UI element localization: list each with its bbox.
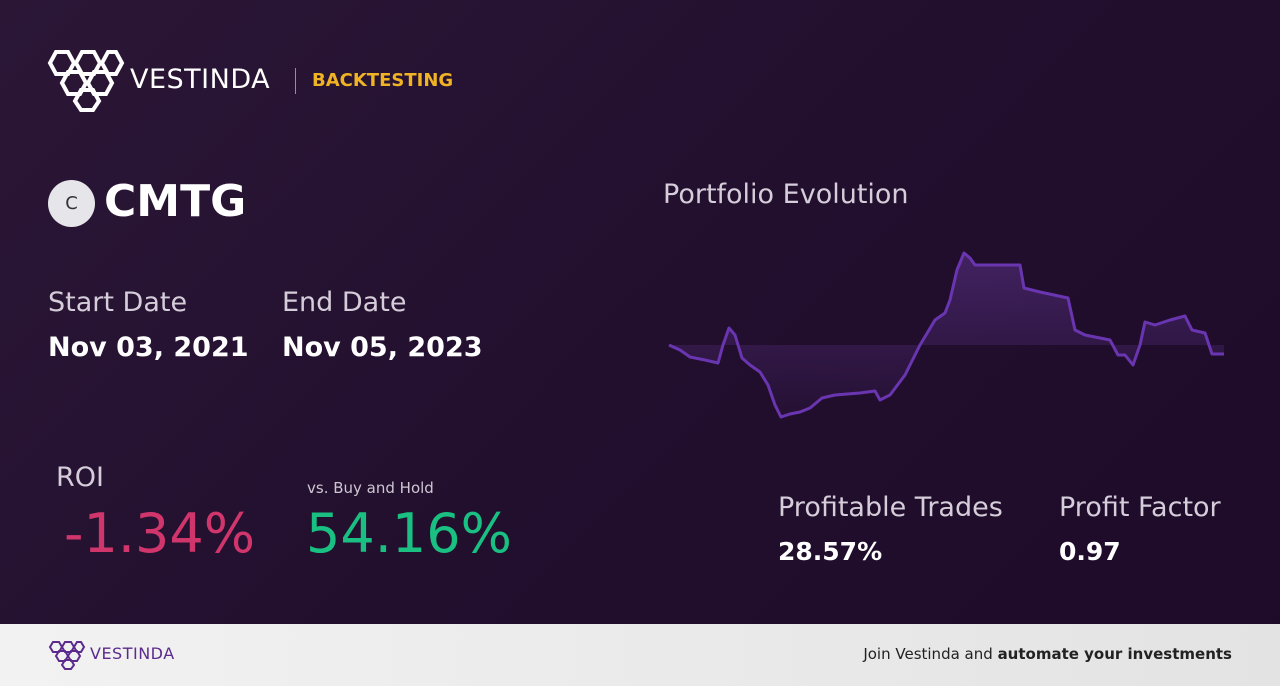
ticker-icon: C [48, 180, 95, 227]
footer-cta: Join Vestinda and automate your investme… [863, 645, 1232, 663]
end-date: Nov 05, 2023 [282, 332, 483, 363]
roi-label: ROI [56, 462, 104, 493]
end-label: End Date [282, 287, 407, 318]
cta-bold: automate your investments [997, 645, 1232, 663]
separator [295, 68, 296, 94]
ticker-symbol: CMTG [104, 176, 247, 227]
stat-value: 0.97 [1059, 537, 1121, 566]
compare-label: vs. Buy and Hold [307, 479, 434, 497]
cta-prefix: Join Vestinda and [863, 645, 993, 663]
start-label: Start Date [48, 287, 188, 318]
footer: VESTINDA Join Vestinda and automate your… [0, 624, 1280, 686]
compare-value: 54.16% [306, 502, 512, 565]
start-date: Nov 03, 2021 [48, 332, 249, 363]
sparkline [668, 251, 1224, 419]
chart-title: Portfolio Evolution [663, 179, 909, 210]
stat-label: Profit Factor [1059, 492, 1221, 523]
stat-value: 28.57% [778, 537, 883, 566]
roi-value: -1.34% [64, 502, 256, 565]
sparkline-area [669, 253, 1224, 417]
sparkline-line [668, 251, 1224, 419]
footer-brand: VESTINDA [90, 644, 175, 663]
stat-label: Profitable Trades [778, 492, 1003, 523]
footer-logo [48, 641, 86, 670]
section-label: BACKTESTING [312, 70, 454, 91]
logo [47, 50, 125, 112]
brand: VESTINDA [130, 64, 271, 95]
